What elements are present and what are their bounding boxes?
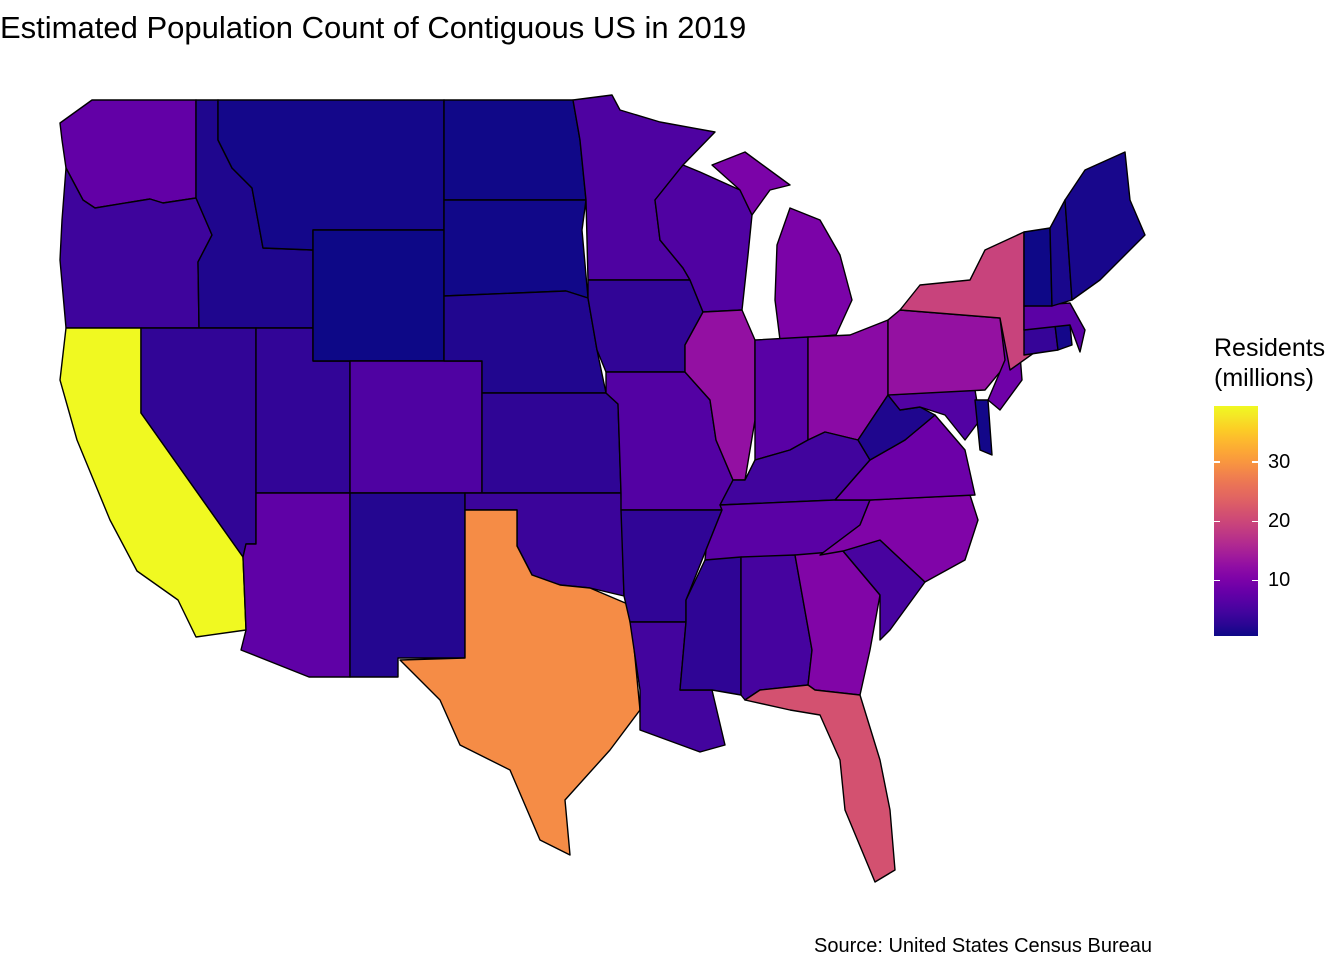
- state-shapes: [59, 94, 1146, 883]
- state-massachusetts: [1023, 302, 1086, 353]
- state-wisconsin: [654, 164, 753, 313]
- state-south-dakota: [443, 199, 589, 299]
- state-kansas: [481, 392, 622, 494]
- state-arizona: [240, 492, 351, 678]
- state-texas: [399, 509, 641, 856]
- state-pennsylvania: [887, 309, 1011, 396]
- state-north-carolina: [819, 494, 979, 583]
- source-caption: Source: United States Census Bureau: [814, 935, 1152, 957]
- legend-title-line-2: (millions): [1214, 364, 1314, 392]
- state-indiana: [754, 336, 809, 461]
- state-florida: [744, 684, 896, 883]
- state-north-dakota: [443, 99, 587, 201]
- legend-tick-label: 30: [1268, 451, 1291, 474]
- state-maryland: [887, 389, 981, 441]
- legend-tick-mark: [1252, 520, 1258, 523]
- legend-title: Residents (millions): [1214, 333, 1325, 393]
- state-washington: [59, 99, 197, 209]
- legend-tick-label: 10: [1268, 569, 1291, 592]
- state-rhode-island: [1054, 324, 1073, 351]
- legend-tick-mark: [1252, 461, 1258, 463]
- legend-tick-mark: [1214, 520, 1220, 523]
- legend-tick-mark: [1214, 579, 1220, 582]
- state-maine: [1064, 151, 1146, 301]
- legend-colorbar: [1214, 406, 1258, 636]
- state-wyoming: [312, 229, 445, 362]
- state-vermont: [1023, 227, 1053, 307]
- state-new-mexico: [349, 492, 466, 678]
- legend-tick-mark: [1252, 579, 1258, 582]
- state-colorado: [349, 360, 483, 494]
- legend-tick-label: 20: [1268, 510, 1291, 533]
- legend-tick-mark: [1214, 461, 1220, 463]
- state-delaware: [974, 399, 993, 456]
- state-michigan: [711, 151, 853, 341]
- legend-title-line-1: Residents: [1214, 334, 1326, 362]
- map-title: Estimated Population Count of Contiguous…: [0, 10, 747, 45]
